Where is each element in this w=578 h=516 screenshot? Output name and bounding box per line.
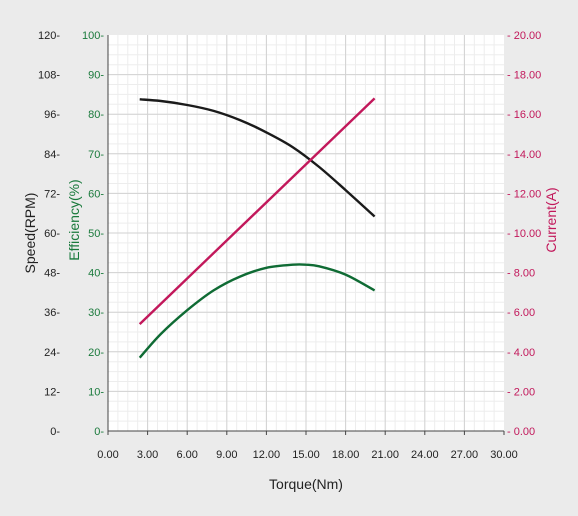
major-grid [108, 35, 504, 431]
speed-tick-label: 60- [44, 228, 60, 240]
efficiency-tick-labels: 0- 10- 20- 30- 40- 50- 60- 70- 80- 90- 100- [82, 30, 104, 438]
current-tick-label: - 14.00 [507, 149, 541, 161]
efficiency-tick-label: 80- [88, 109, 104, 121]
x-tick-label: 9.00 [216, 449, 237, 461]
efficiency-axis-label: Efficiency(%) [66, 179, 82, 260]
x-tick-label: 27.00 [451, 449, 479, 461]
x-tick-label: 30.00 [490, 449, 518, 461]
speed-tick-label: 84- [44, 149, 60, 161]
efficiency-tick-label: 20- [88, 347, 104, 359]
x-axis-label: Torque(Nm) [269, 476, 343, 492]
efficiency-tick-label: 0- [94, 426, 104, 438]
current-tick-label: - 12.00 [507, 188, 541, 200]
current-tick-label: - 4.00 [507, 347, 535, 359]
efficiency-tick-label: 50- [88, 228, 104, 240]
x-tick-label: 0.00 [97, 449, 118, 461]
current-tick-label: - 10.00 [507, 228, 541, 240]
speed-tick-label: 108- [38, 70, 60, 82]
speed-tick-label: 36- [44, 307, 60, 319]
speed-tick-labels: 0- 12- 24- 36- 48- 60- 72- 84- 96- 108- 120- [38, 30, 60, 438]
speed-tick-label: 24- [44, 347, 60, 359]
current-tick-label: - 0.00 [507, 426, 535, 438]
speed-tick-label: 120- [38, 30, 60, 42]
series-layer [138, 97, 376, 359]
speed-tick-label: 96- [44, 109, 60, 121]
efficiency-tick-label: 60- [88, 188, 104, 200]
efficiency-tick-label: 70- [88, 149, 104, 161]
current-tick-label: - 20.00 [507, 30, 541, 42]
x-tick-label: 15.00 [292, 449, 320, 461]
efficiency-tick-label: 90- [88, 70, 104, 82]
efficiency-tick-label: 30- [88, 307, 104, 319]
x-tick-label: 21.00 [371, 449, 399, 461]
x-tick-label: 3.00 [137, 449, 158, 461]
speed-axis-label: Speed(RPM) [22, 193, 38, 274]
current-tick-labels: - 0.00 - 2.00 - 4.00 - 6.00 - 8.00 - 10.00 - 1… [507, 30, 541, 438]
efficiency-series-line [138, 263, 376, 359]
efficiency-tick-label: 40- [88, 268, 104, 280]
x-tick-label: 24.00 [411, 449, 439, 461]
current-tick-label: - 18.00 [507, 70, 541, 82]
x-tick-label: 12.00 [253, 449, 281, 461]
speed-tick-label: 12- [44, 386, 60, 398]
x-tick-label: 18.00 [332, 449, 360, 461]
current-tick-label: - 8.00 [507, 268, 535, 280]
current-axis-label: Current(A) [543, 187, 559, 252]
current-series-line [138, 97, 376, 325]
efficiency-tick-label: 10- [88, 386, 104, 398]
x-tick-label: 6.00 [176, 449, 197, 461]
x-tick-labels: 0.00 3.00 6.00 9.00 12.00 15.00 18.00 21.00 24.0… [97, 431, 518, 461]
current-tick-label: - 6.00 [507, 307, 535, 319]
speed-series-line [139, 98, 376, 218]
speed-tick-label: 72- [44, 188, 60, 200]
speed-tick-label: 48- [44, 268, 60, 280]
current-tick-label: - 16.00 [507, 109, 541, 121]
efficiency-tick-label: 100- [82, 30, 104, 42]
speed-tick-label: 0- [50, 426, 60, 438]
current-tick-label: - 2.00 [507, 386, 535, 398]
